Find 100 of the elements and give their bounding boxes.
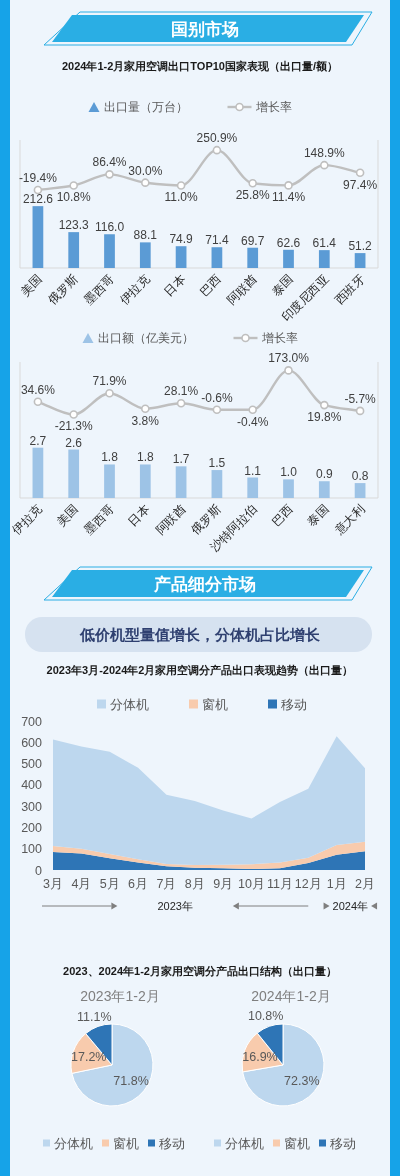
data-label: 250.9% (196, 131, 238, 146)
data-label: -0.6% (201, 390, 233, 405)
x-tick-label: 9月 (213, 877, 234, 891)
legend-label: 增长率 (261, 331, 298, 346)
y-tick-label: 600 (21, 735, 42, 750)
data-label: 116.0 (94, 220, 125, 235)
x-tick-label: 11月 (266, 877, 293, 891)
data-label: 34.6% (20, 382, 55, 397)
data-label: 2.6 (65, 435, 83, 450)
annotation: 2023年 (157, 900, 193, 912)
x-tick-label: 1月 (326, 877, 347, 891)
data-label: 61.4 (312, 236, 336, 251)
x-tick-label: 巴西 (197, 272, 224, 300)
data-label: 1.5 (208, 456, 226, 471)
x-tick-label: 伊拉克 (9, 502, 45, 538)
data-label: 51.2 (348, 239, 372, 254)
data-label: 212.6 (22, 192, 53, 207)
legend-label: 分体机 (54, 1136, 93, 1151)
legend-label: 窗机 (284, 1136, 310, 1151)
x-tick-label: 墨西哥 (81, 272, 117, 308)
data-label: 72.3% (284, 1074, 320, 1089)
x-tick-label: 泰国 (268, 272, 296, 300)
data-label: 16.9% (242, 1049, 278, 1064)
data-label: 2.7 (29, 433, 47, 448)
y-tick-label: 0 (35, 863, 42, 878)
x-tick-label: 泰国 (304, 502, 332, 530)
x-tick-label: 3月 (43, 877, 63, 891)
subtitle: 低价机型量值增长，分体机占比增长 (80, 626, 320, 643)
data-label: -0.4% (237, 414, 269, 429)
legend-label: 移动 (281, 697, 307, 712)
legend-label: 出口额（亿美元） (97, 331, 194, 346)
y-tick-label: 700 (21, 714, 42, 729)
subtitle: 2024年1-2月 (251, 988, 331, 1004)
x-tick-label: 伊拉克 (117, 272, 153, 308)
legend-label: 窗机 (113, 1136, 139, 1151)
data-label: -5.7% (344, 391, 376, 406)
data-label: 11.0% (164, 190, 198, 205)
title: 国别市场 (171, 19, 239, 39)
legend-label: 移动 (330, 1136, 356, 1151)
data-label: 11.1% (77, 1009, 112, 1024)
title: 2023年3月-2024年2月家用空调分产品出口表现趋势（出口量） (46, 664, 354, 676)
data-label: 88.1 (133, 228, 157, 243)
data-label: 71.9% (92, 374, 127, 389)
x-tick-label: 美国 (53, 502, 81, 530)
data-label: 11.4% (271, 190, 306, 205)
x-tick-label: 2月 (355, 877, 375, 891)
x-tick-label: 12月 (294, 877, 322, 891)
x-tick-label: 巴西 (268, 502, 296, 530)
title: 产品细分市场 (154, 574, 256, 594)
data-label: 19.8% (307, 410, 342, 425)
data-label: 97.4% (343, 177, 378, 192)
data-label: 62.6 (276, 235, 301, 250)
legend-label: 窗机 (202, 697, 228, 712)
data-label: 1.8 (136, 450, 154, 465)
data-label: 148.9% (303, 146, 345, 161)
legend-label: 分体机 (110, 697, 149, 712)
data-label: 0.8 (351, 469, 369, 484)
y-tick-label: 300 (21, 799, 42, 814)
data-label: -19.4% (18, 170, 57, 185)
x-tick-label: 日本 (161, 272, 189, 300)
data-label: 74.9 (169, 232, 193, 247)
subtitle: 2023年1-2月 (80, 988, 160, 1004)
data-label: 71.8% (113, 1074, 149, 1088)
data-label: 1.7 (172, 452, 190, 467)
y-tick-label: 500 (21, 757, 42, 772)
data-label: 30.0% (128, 163, 163, 178)
data-label: 3.8% (131, 413, 159, 428)
legend-label: 增长率 (255, 100, 292, 115)
x-tick-label: 墨西哥 (81, 502, 117, 538)
data-label: 71.4 (205, 233, 229, 248)
title: 2023、2024年1-2月家用空调分产品出口结构（出口量） (63, 965, 337, 977)
data-label: 0.9 (315, 467, 333, 482)
title: 2024年1-2月家用空调出口TOP10国家表现（出口量/额） (61, 60, 339, 72)
legend-label: 分体机 (225, 1136, 264, 1151)
x-tick-label: 8月 (184, 877, 205, 891)
data-label: 1.8 (101, 450, 118, 465)
data-label: 10.8% (247, 1009, 284, 1024)
x-tick-label: 阿联酋 (224, 272, 260, 308)
annotation: 2024年 (332, 900, 369, 912)
data-label: 1.1 (244, 463, 262, 478)
x-tick-label: 意大利 (331, 502, 368, 538)
data-label: 1.0 (280, 465, 297, 480)
x-tick-label: 日本 (125, 502, 153, 530)
legend-label: 移动 (159, 1136, 185, 1151)
data-label: 123.3 (58, 218, 89, 233)
y-tick-label: 400 (21, 778, 42, 793)
data-label: 69.7 (241, 233, 265, 248)
legend-label: 出口量（万台） (103, 100, 188, 115)
data-label: 28.1% (164, 384, 199, 399)
data-label: 10.8% (56, 190, 91, 205)
x-tick-label: 阿联酋 (152, 502, 189, 538)
y-tick-label: 200 (21, 820, 42, 835)
x-tick-label: 6月 (128, 877, 149, 891)
x-tick-label: 美国 (18, 272, 45, 300)
x-tick-label: 西班牙 (331, 272, 368, 308)
data-label: 25.8% (235, 188, 270, 203)
y-tick-label: 100 (21, 842, 42, 857)
x-tick-label: 10月 (238, 877, 265, 891)
x-tick-label: 4月 (71, 877, 92, 891)
data-label: 86.4% (92, 155, 127, 170)
